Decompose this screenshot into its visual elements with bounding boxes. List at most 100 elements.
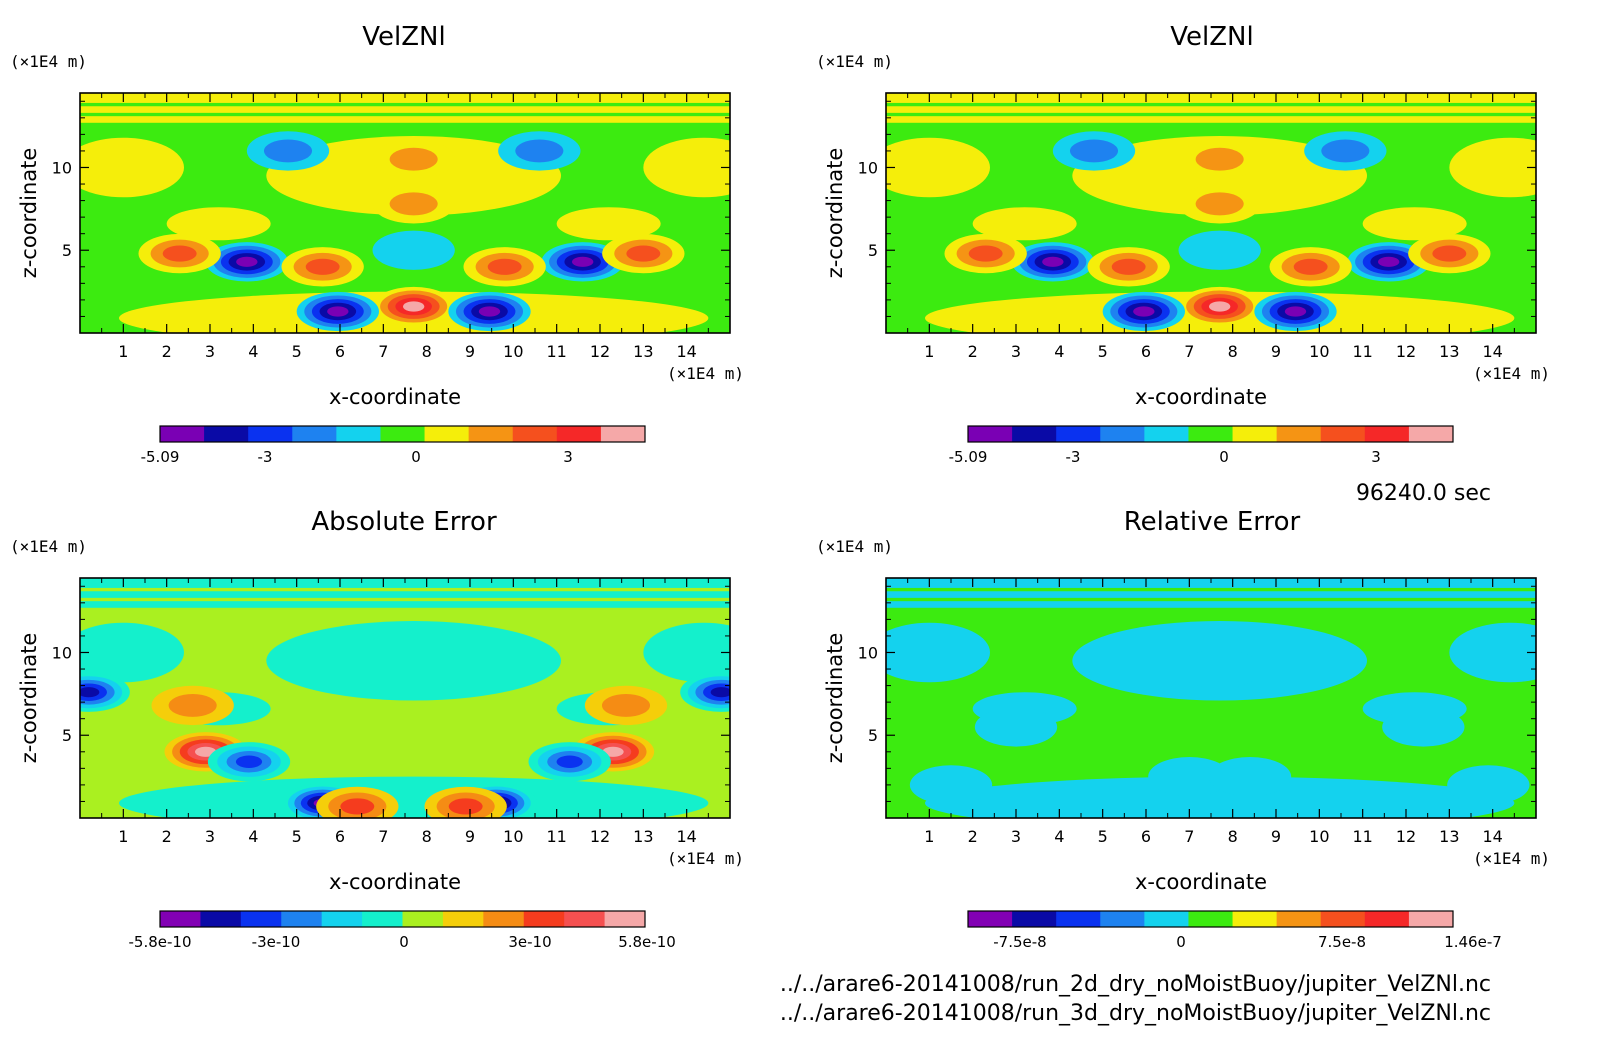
feature-level-2	[389, 147, 438, 171]
colorbar-swatch-8	[1276, 426, 1322, 442]
x-tick-label-12: 12	[590, 827, 610, 846]
colorbar-label-4: 3	[1371, 448, 1381, 466]
y-axis-label: z-coordinate	[17, 633, 41, 764]
colorbar-swatch-12	[604, 911, 646, 927]
x-tick-label-4: 4	[1054, 342, 1064, 361]
x-unit-label: (×1E4 m)	[667, 364, 744, 383]
colorbar: -5.09 -3 0 3	[141, 425, 646, 466]
colorbar-swatch-10	[1364, 426, 1410, 442]
colorbar-swatch-8	[1276, 911, 1322, 927]
feature-level-5	[1284, 306, 1307, 317]
colorbar-swatch-11	[1408, 911, 1454, 927]
x-unit-label: (×1E4 m)	[667, 849, 744, 868]
colorbar-swatch-4	[1100, 426, 1145, 442]
feature-level-5	[571, 256, 594, 267]
x-tick-label-7: 7	[378, 827, 388, 846]
feature-7	[207, 742, 291, 782]
x-tick-label-2: 2	[968, 827, 978, 846]
y-unit-label: (×1E4 m)	[816, 537, 893, 556]
feature-5	[1347, 242, 1430, 282]
region-3	[643, 137, 730, 198]
colorbar-swatch-4	[1100, 911, 1145, 927]
chart-title: VelZNl	[1170, 22, 1253, 52]
feature-level-2	[1195, 192, 1244, 216]
colorbar-label-1: -5.09	[141, 448, 180, 466]
colorbar-label-1: -5.8e-10	[129, 933, 192, 951]
feature-level-3	[448, 798, 483, 815]
contour-field	[886, 93, 1536, 333]
colorbar-swatch-7	[1232, 426, 1278, 442]
feature-13	[1304, 131, 1387, 171]
colorbar-swatch-10	[1364, 911, 1410, 927]
colorbar-label-2: -3	[1066, 448, 1081, 466]
chart-title: Absolute Error	[311, 507, 497, 537]
y-unit-label: (×1E4 m)	[10, 52, 87, 71]
colorbar-swatch-1	[968, 911, 1013, 927]
feature-2	[974, 707, 1058, 747]
region-5	[166, 207, 271, 241]
x-tick-label-13: 13	[1439, 827, 1459, 846]
feature-level-2	[1195, 147, 1244, 171]
colorbar-swatch-1	[160, 911, 201, 927]
colorbar-swatch-4	[281, 911, 323, 927]
feature-11	[372, 184, 455, 224]
feature-14	[372, 139, 455, 179]
x-tick-label-5: 5	[292, 827, 302, 846]
colorbar-swatch-6	[362, 911, 403, 927]
feature-level-2	[389, 192, 438, 216]
feature-6	[909, 765, 993, 805]
colorbar-swatch-2	[1012, 426, 1057, 442]
feature-level-4	[556, 755, 583, 768]
upper-band-2	[80, 106, 730, 113]
feature-level-5	[402, 301, 425, 312]
y-axis-label: z-coordinate	[823, 633, 847, 764]
feature-4	[205, 242, 288, 282]
x-tick-label-4: 4	[248, 827, 258, 846]
upper-band-3	[80, 116, 730, 123]
feature-level-1	[1382, 707, 1465, 747]
x-tick-label-11: 11	[546, 827, 566, 846]
upper-band-3	[80, 601, 730, 608]
colorbar-swatch-3	[248, 426, 293, 442]
region-2	[80, 622, 184, 683]
colorbar-swatch-10	[556, 426, 602, 442]
upper-band-3	[886, 601, 1536, 608]
upper-band-4	[80, 126, 730, 132]
x-tick-label-8: 8	[422, 827, 432, 846]
x-tick-label-5: 5	[292, 342, 302, 361]
x-tick-label-11: 11	[1352, 827, 1372, 846]
colorbar-frame	[159, 425, 646, 443]
colorbar-label-3: 0	[1219, 448, 1229, 466]
colorbar-swatch-2	[200, 911, 242, 927]
feature-level-5	[710, 687, 730, 698]
x-tick-label-2: 2	[968, 342, 978, 361]
x-tick-label-3: 3	[205, 342, 215, 361]
upper-band-4	[886, 126, 1536, 132]
y-axis-label: z-coordinate	[823, 148, 847, 279]
colorbar-swatch-7	[424, 426, 470, 442]
x-tick-label-8: 8	[1228, 342, 1238, 361]
feature-level-1	[1178, 230, 1261, 270]
colorbar-label-2: 0	[1176, 933, 1186, 951]
x-tick-label-7: 7	[1184, 342, 1194, 361]
y-tick-label-5: 5	[868, 726, 878, 745]
feature-7	[602, 233, 685, 274]
x-tick-label-6: 6	[1141, 827, 1151, 846]
x-tick-label-3: 3	[1011, 342, 1021, 361]
x-tick-label-9: 9	[1271, 342, 1281, 361]
region-5	[972, 207, 1077, 241]
feature-level-3	[162, 245, 197, 262]
x-axis-label: x-coordinate	[329, 870, 461, 894]
feature-level-1	[974, 707, 1058, 747]
feature-1	[1178, 286, 1261, 327]
x-tick-label-3: 3	[1011, 827, 1021, 846]
x-tick-label-10: 10	[503, 342, 523, 361]
x-tick-label-4: 4	[1054, 827, 1064, 846]
feature-level-1	[1148, 756, 1231, 797]
feature-level-2	[263, 139, 313, 163]
region-1	[266, 621, 561, 701]
colorbar-swatch-8	[468, 426, 514, 442]
feature-3	[448, 291, 531, 332]
x-axis-label: x-coordinate	[1135, 870, 1267, 894]
